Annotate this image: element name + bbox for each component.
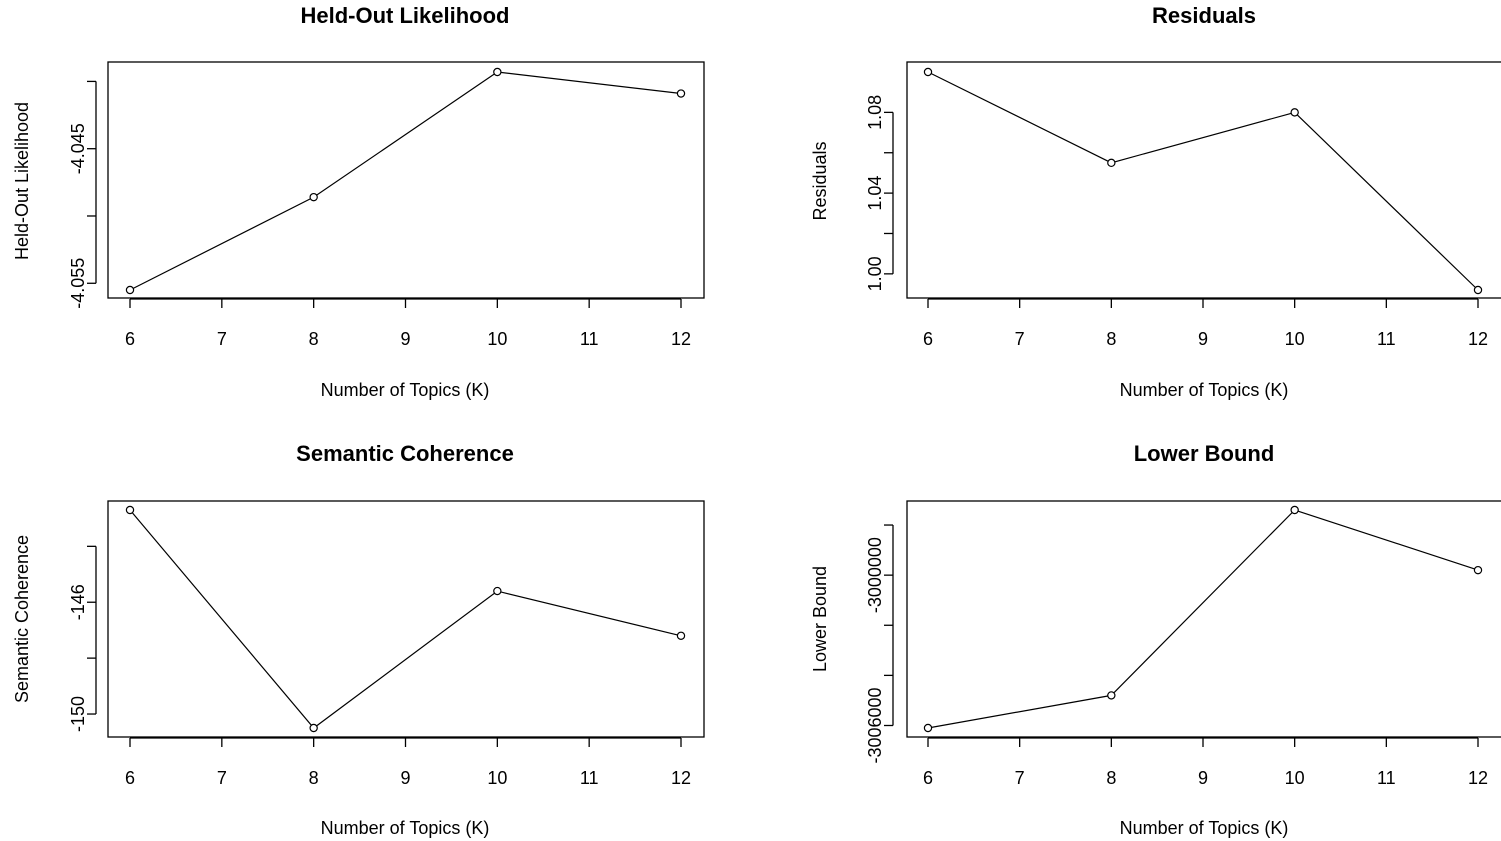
x-tick-label: 12	[1468, 768, 1488, 788]
x-tick-label: 9	[400, 768, 410, 788]
panel-title: Semantic Coherence	[296, 441, 514, 466]
held-out-likelihood-panel: Held-Out Likelihood Held-Out Likelihood …	[12, 3, 705, 400]
x-axis-label: Number of Topics (K)	[321, 818, 490, 838]
x-tick-label: 10	[487, 768, 507, 788]
x-tick-label: 9	[1198, 768, 1208, 788]
data-point	[1107, 691, 1116, 700]
y-tick-label: -3000000	[865, 537, 885, 613]
x-tick-label: 8	[1106, 768, 1116, 788]
x-tick-label: 10	[1285, 768, 1305, 788]
y-tick-label: -3006000	[865, 687, 885, 763]
residuals-panel: Residuals Residuals Number of Topics (K)…	[810, 3, 1501, 400]
series-line	[927, 509, 1479, 729]
panel-title: Residuals	[1152, 3, 1256, 28]
x-tick-label: 6	[125, 768, 135, 788]
data-point	[1473, 565, 1483, 575]
series-line	[129, 509, 682, 729]
x-tick-label: 9	[400, 329, 410, 349]
data-point	[125, 505, 135, 515]
data-point	[923, 67, 933, 77]
x-tick-label: 12	[671, 768, 691, 788]
data-point	[1473, 285, 1483, 295]
semantic-coherence-panel: Semantic Coherence Semantic Coherence Nu…	[12, 441, 705, 838]
data-point	[1290, 505, 1299, 515]
x-tick-label: 11	[580, 768, 599, 788]
x-tick-label: 12	[1468, 329, 1488, 349]
panel-title: Held-Out Likelihood	[301, 3, 510, 28]
x-tick-label: 9	[1198, 329, 1208, 349]
series-line	[927, 71, 1479, 291]
y-tick-label: -150	[68, 696, 88, 732]
y-tick-label: 1.00	[865, 256, 885, 291]
panel-title: Lower Bound	[1134, 441, 1275, 466]
x-tick-label: 6	[923, 329, 933, 349]
data-point	[309, 723, 318, 733]
x-tick-label: 7	[1015, 768, 1025, 788]
x-axis-label: Number of Topics (K)	[321, 380, 490, 400]
x-tick-label: 8	[309, 329, 319, 349]
x-tick-label: 8	[1106, 329, 1116, 349]
data-point	[1290, 108, 1299, 117]
x-tick-label: 11	[1377, 768, 1396, 788]
data-point	[676, 631, 686, 640]
x-tick-label: 11	[580, 329, 599, 349]
x-tick-label: 8	[309, 768, 319, 788]
data-point	[1107, 158, 1116, 168]
x-tick-label: 7	[217, 329, 227, 349]
x-tick-label: 10	[487, 329, 507, 349]
y-axis-label: Held-Out Likelihood	[12, 102, 32, 260]
x-tick-label: 7	[1015, 329, 1025, 349]
x-tick-label: 6	[125, 329, 135, 349]
x-tick-label: 11	[1377, 329, 1396, 349]
x-axis-label: Number of Topics (K)	[1120, 380, 1289, 400]
plot-frame	[906, 500, 1501, 738]
y-axis-label: Lower Bound	[810, 566, 830, 672]
data-point	[309, 192, 318, 202]
data-point	[493, 67, 502, 77]
x-tick-label: 10	[1285, 329, 1305, 349]
plot-frame	[107, 61, 705, 299]
plot-frame	[906, 61, 1501, 299]
x-tick-label: 7	[217, 768, 227, 788]
plot-frame	[107, 500, 705, 738]
y-tick-label: -146	[68, 584, 88, 620]
y-tick-label: 1.08	[865, 95, 885, 130]
x-tick-label: 6	[923, 768, 933, 788]
data-point	[125, 285, 135, 295]
y-axis-label: Semantic Coherence	[12, 535, 32, 703]
y-tick-label: 1.04	[865, 176, 885, 211]
data-point	[923, 723, 933, 733]
data-point	[493, 586, 502, 596]
data-point	[676, 89, 686, 98]
series-line	[129, 71, 682, 291]
y-tick-label: -4.045	[68, 123, 88, 174]
lower-bound-panel: Lower Bound Lower Bound Number of Topics…	[810, 441, 1501, 838]
x-tick-label: 12	[671, 329, 691, 349]
y-axis-label: Residuals	[810, 141, 830, 220]
y-tick-label: -4.055	[68, 258, 88, 309]
x-axis-label: Number of Topics (K)	[1120, 818, 1289, 838]
